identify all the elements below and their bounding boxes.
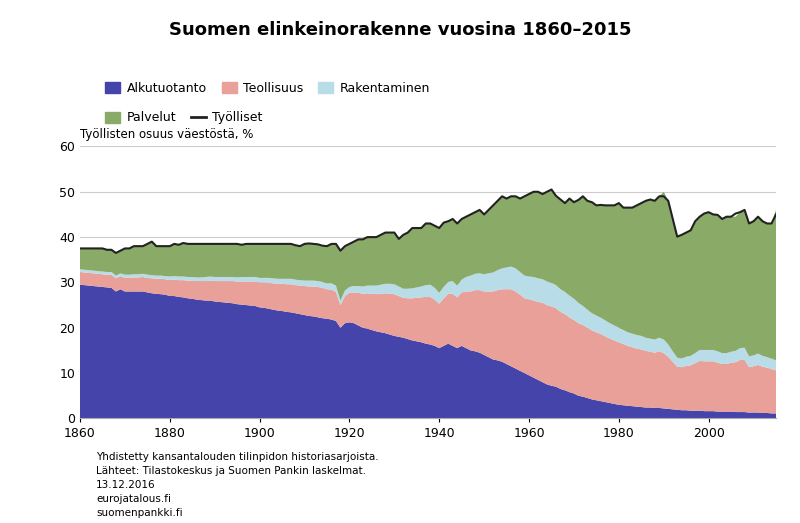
Legend: Palvelut, Työlliset: Palvelut, Työlliset xyxy=(100,107,268,130)
Text: Suomen elinkeinorakenne vuosina 1860–2015: Suomen elinkeinorakenne vuosina 1860–201… xyxy=(169,21,631,39)
Text: Työllisten osuus väestöstä, %: Työllisten osuus väestöstä, % xyxy=(80,128,254,141)
Text: Yhdistetty kansantalouden tilinpidon historiasarjoista.
Lähteet: Tilastokeskus j: Yhdistetty kansantalouden tilinpidon his… xyxy=(96,452,378,518)
